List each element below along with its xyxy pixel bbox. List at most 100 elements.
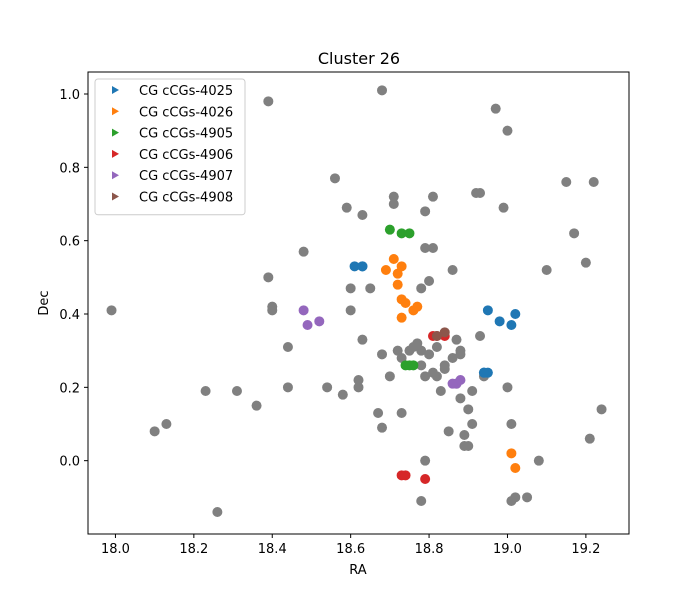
- y-axis-ticks: 0.0 0.2 0.4 0.6 0.8 1.0: [59, 88, 88, 470]
- background-galaxy-point: [420, 371, 431, 382]
- background-galaxy-point: [392, 345, 403, 356]
- x-tick-label: 18.6: [336, 542, 365, 557]
- x-tick-label: 19.0: [493, 542, 522, 557]
- series-5-point: [439, 327, 450, 338]
- background-galaxy-point: [455, 393, 466, 404]
- series-1-point: [396, 261, 407, 272]
- series-1-point: [400, 298, 411, 308]
- series-0-point: [506, 320, 517, 330]
- background-galaxy-point: [424, 349, 435, 360]
- background-galaxy-point: [416, 283, 427, 294]
- y-axis-label: Dec: [37, 290, 52, 315]
- background-galaxy-point: [431, 342, 442, 352]
- chart-title: Cluster 26: [318, 49, 400, 68]
- series-1-point: [388, 254, 399, 264]
- background-galaxy-point: [263, 96, 274, 107]
- series-1-point: [510, 463, 521, 473]
- legend-marker: [112, 86, 119, 94]
- plot-frame: [87, 71, 630, 535]
- background-galaxy-point: [463, 404, 474, 415]
- background-galaxy-point: [357, 334, 368, 345]
- y-tick-label: 0.2: [59, 381, 80, 396]
- background-galaxy-point: [424, 276, 435, 286]
- legend-marker: [112, 128, 119, 137]
- background-galaxy-point: [475, 331, 486, 341]
- background-galaxy-point: [502, 382, 513, 393]
- y-tick-label: 0.0: [59, 455, 80, 470]
- background-galaxy-point: [580, 257, 591, 268]
- background-galaxy-point: [357, 210, 368, 220]
- legend-label: CG cCGs-4907: [139, 169, 233, 184]
- background-galaxy-point: [263, 272, 274, 283]
- background-galaxy-point: [569, 228, 580, 239]
- background-galaxy-point: [467, 386, 478, 396]
- series-2-point: [408, 360, 419, 371]
- series-5-point: [431, 331, 442, 341]
- background-galaxy-point: [337, 389, 348, 400]
- x-tick-label: 18.8: [415, 542, 444, 557]
- legend-marker: [112, 171, 119, 180]
- y-tick-label: 0.6: [59, 235, 80, 250]
- data-points: [106, 85, 607, 517]
- background-galaxy-point: [106, 305, 117, 316]
- background-galaxy-point: [231, 386, 242, 396]
- background-galaxy-point: [427, 243, 438, 253]
- series-1-point: [506, 448, 517, 459]
- background-galaxy-point: [467, 419, 478, 429]
- series-3-point: [400, 470, 411, 481]
- background-galaxy-point: [443, 426, 454, 437]
- background-galaxy-point: [447, 353, 458, 363]
- legend-label: CG cCGs-4026: [139, 105, 233, 120]
- background-galaxy-point: [416, 345, 427, 356]
- x-tick-label: 18.2: [179, 542, 208, 557]
- series-4-point: [302, 320, 313, 330]
- series-0-point: [478, 367, 489, 378]
- background-galaxy-point: [373, 408, 384, 418]
- background-galaxy-point: [533, 455, 544, 466]
- background-galaxy-point: [506, 419, 517, 429]
- series-2-point: [384, 224, 395, 235]
- series-4-point: [455, 375, 466, 385]
- background-galaxy-point: [416, 496, 427, 506]
- background-galaxy-point: [541, 265, 552, 275]
- background-galaxy-point: [416, 360, 427, 371]
- legend-marker: [112, 149, 119, 158]
- legend-box: [94, 78, 246, 216]
- x-tick-label: 18.0: [101, 542, 130, 557]
- legend-label: CG cCGs-4025: [139, 84, 233, 99]
- background-galaxy-point: [267, 301, 278, 312]
- series-0-point: [494, 316, 505, 327]
- background-galaxy-point: [451, 334, 462, 345]
- background-galaxy-point: [365, 283, 376, 294]
- series-1-point: [380, 265, 391, 275]
- background-galaxy-point: [435, 386, 446, 396]
- series-1-point: [412, 301, 423, 312]
- background-galaxy-point: [447, 265, 458, 275]
- background-galaxy-point: [588, 177, 599, 187]
- series-4-point: [298, 305, 309, 316]
- background-galaxy-point: [149, 426, 160, 437]
- background-galaxy-point: [596, 404, 607, 415]
- background-galaxy-point: [377, 349, 388, 360]
- background-galaxy-point: [522, 492, 533, 503]
- series-2-point: [396, 228, 407, 239]
- x-axis-ticks: 18.0 18.2 18.4 18.6 18.8 19.0 19.2: [101, 534, 600, 557]
- background-galaxy-point: [282, 342, 293, 352]
- background-galaxy-point: [561, 177, 572, 187]
- background-galaxy-point: [212, 507, 223, 517]
- background-galaxy-point: [322, 382, 333, 393]
- y-tick-label: 0.4: [59, 308, 80, 323]
- background-galaxy-point: [396, 353, 407, 363]
- background-galaxy-point: [427, 191, 438, 202]
- background-galaxy-point: [455, 349, 466, 360]
- background-galaxy-point: [251, 400, 262, 411]
- background-galaxy-point: [384, 371, 395, 382]
- series-0-point: [357, 261, 368, 272]
- background-galaxy-point: [396, 408, 407, 418]
- background-galaxy-point: [353, 382, 364, 393]
- x-tick-label: 19.2: [571, 542, 600, 557]
- series-0-point: [349, 261, 360, 272]
- background-galaxy-point: [345, 283, 356, 294]
- background-galaxy-point: [341, 202, 352, 213]
